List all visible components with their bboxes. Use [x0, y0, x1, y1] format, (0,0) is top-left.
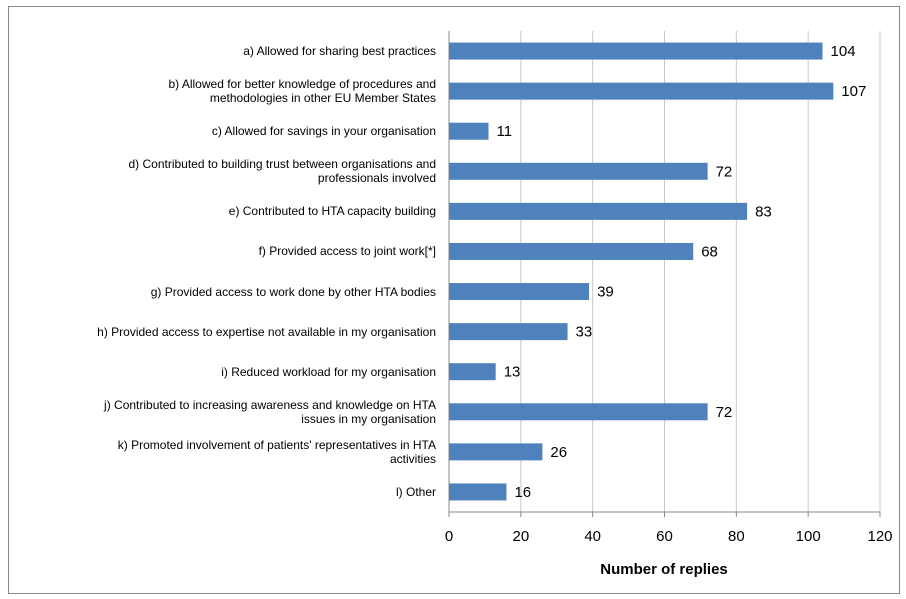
y-tick-label: g) Provided access to work done by other… — [150, 284, 436, 299]
data-label: 107 — [841, 83, 866, 100]
x-tick-label: 100 — [796, 528, 821, 545]
data-label: 68 — [701, 243, 718, 260]
bar — [449, 42, 823, 60]
bar — [449, 403, 708, 421]
data-label: 11 — [497, 123, 513, 140]
y-tick-label: d) Contributed to building trust between… — [128, 157, 436, 186]
bar — [449, 323, 568, 341]
data-label: 16 — [514, 484, 531, 501]
bar — [449, 283, 590, 301]
bar — [449, 202, 748, 220]
y-tick-label: i) Reduced workload for my organisation — [221, 364, 436, 379]
data-label: 72 — [716, 163, 733, 180]
bar — [449, 443, 543, 461]
bar — [449, 162, 708, 180]
bar — [449, 242, 694, 260]
bar — [449, 122, 489, 140]
y-tick-label: k) Promoted involvement of patients' rep… — [117, 437, 436, 466]
x-tick-label: 40 — [584, 528, 601, 545]
x-tick-label: 0 — [445, 528, 453, 545]
data-label: 83 — [755, 203, 772, 220]
y-tick-label: e) Contributed to HTA capacity building — [228, 204, 436, 219]
x-tick-label: 60 — [656, 528, 673, 545]
chart-border — [8, 6, 900, 594]
data-label: 72 — [716, 404, 733, 421]
x-axis-title: Number of replies — [600, 561, 728, 578]
data-label: 26 — [550, 444, 567, 461]
x-tick-label: 80 — [728, 528, 745, 545]
y-tick-label: a) Allowed for sharing best practices — [243, 44, 436, 59]
data-label: 33 — [576, 324, 593, 341]
data-label: 104 — [831, 43, 856, 60]
y-tick-label: c) Allowed for savings in your organisat… — [211, 124, 436, 139]
x-tick-label: 20 — [512, 528, 529, 545]
data-label: 13 — [504, 364, 521, 381]
y-tick-label: f) Provided access to joint work[*] — [258, 244, 436, 259]
y-tick-label: l) Other — [395, 484, 436, 499]
x-tick-label: 120 — [867, 528, 892, 545]
y-tick-label: j) Contributed to increasing awareness a… — [104, 397, 436, 426]
y-tick-label: h) Provided access to expertise not avai… — [97, 324, 436, 339]
data-label: 39 — [597, 284, 614, 301]
y-tick-label: b) Allowed for better knowledge of proce… — [168, 77, 437, 106]
bar — [449, 82, 834, 100]
bar — [449, 363, 496, 381]
bar — [449, 483, 507, 501]
